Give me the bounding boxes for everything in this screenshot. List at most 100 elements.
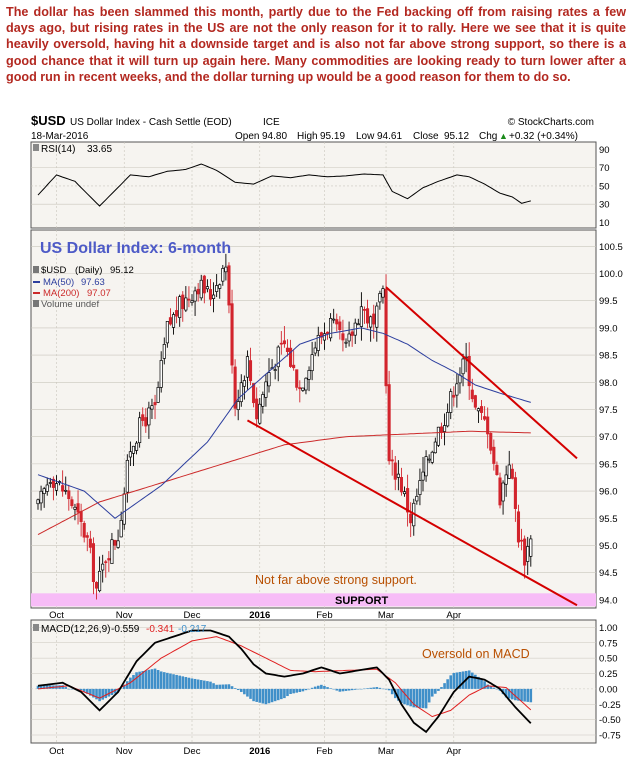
macd-hist-bar <box>36 685 40 689</box>
candle-body <box>316 334 320 351</box>
date-tick-label: 2016 <box>249 610 270 621</box>
macd-hist-bar <box>483 681 486 689</box>
candle-body <box>138 417 142 444</box>
macd-hist-bar <box>470 672 474 689</box>
macd-hist-bar <box>492 687 496 689</box>
ohlc-high-value: 95.19 <box>320 131 345 142</box>
candle-body <box>513 477 517 509</box>
macd-hist-bar <box>437 688 440 691</box>
macd-hist-bar <box>286 688 289 697</box>
candle-body <box>215 285 219 292</box>
date-tick-label: Dec <box>184 610 201 621</box>
macd-hist-bar <box>495 688 499 690</box>
macd-hist-bar <box>206 681 209 689</box>
candle-body <box>436 426 440 446</box>
candle-body <box>76 503 80 513</box>
candle-body <box>289 347 293 367</box>
date-tick-label: Feb <box>316 746 332 757</box>
macd-hist-bar <box>360 688 363 690</box>
macd-hist-bar <box>477 676 480 689</box>
macd-hist-bar <box>196 679 200 689</box>
macd-hist-bar <box>212 683 215 689</box>
candle-body <box>387 384 391 462</box>
macd-hist-bar <box>298 688 302 693</box>
macd-hist-bar <box>273 688 277 702</box>
macd-line <box>37 629 532 734</box>
rsi-panel-frame <box>30 141 597 229</box>
macd-hist-bar <box>98 688 101 702</box>
macd-hist-bar <box>42 685 46 689</box>
macd-hist-bar <box>227 684 231 689</box>
macd-hist-bar <box>434 688 437 694</box>
candle-body <box>258 403 262 424</box>
macd-tick-label: 0.00 <box>599 684 618 695</box>
macd-hist-bar <box>384 688 388 690</box>
candle-body <box>335 319 339 325</box>
candle-body <box>276 346 280 368</box>
macd-hist-bar <box>178 675 181 689</box>
macd-hist-bar <box>310 687 314 689</box>
macd-hist-bar <box>341 688 345 692</box>
price-panel-title: US Dollar Index: 6-month <box>40 240 231 257</box>
macd-hist-bar <box>126 681 129 689</box>
index-name: US Dollar Index - Cash Settle (EOD) <box>70 117 232 128</box>
candle-body <box>396 473 400 478</box>
ma50-line <box>37 327 531 519</box>
rsi-tick-label: 10 <box>599 218 610 229</box>
macd-hist-bar <box>421 688 425 709</box>
candle-body <box>245 356 249 378</box>
macd-legend-swatch <box>33 624 39 631</box>
macd-hist-bar <box>270 688 274 703</box>
macd-hist-bar <box>326 687 329 689</box>
candle-body <box>255 398 259 420</box>
macd-hist-bar <box>215 684 218 689</box>
candle-body <box>399 477 403 493</box>
macd-hist-bar <box>132 674 135 689</box>
macd-hist-bar <box>350 688 354 691</box>
chart-date: 18-Mar-2016 <box>31 131 89 142</box>
candle-body <box>329 318 333 339</box>
macd-hist-bar <box>70 688 74 690</box>
macd-tick-label: -0.75 <box>599 731 621 742</box>
candle-body <box>406 488 410 513</box>
candle-body <box>199 279 203 299</box>
candle-body <box>476 408 480 412</box>
commentary-paragraph: The dollar has been slammed this month, … <box>6 5 626 84</box>
rsi-legend-swatch <box>33 144 39 151</box>
candle-body <box>479 406 484 413</box>
candle-body <box>446 411 450 427</box>
candle-body <box>242 380 246 387</box>
date-tick-label: Dec <box>184 746 201 757</box>
candle-body <box>51 478 55 488</box>
macd-hist-bar <box>239 688 243 692</box>
candle-body <box>218 284 222 289</box>
macd-hist-bar <box>427 688 431 703</box>
candle-body <box>375 305 379 328</box>
price-tick-label: 95.5 <box>599 514 618 525</box>
macd-hist-bar <box>316 685 320 689</box>
candle-body <box>171 314 176 328</box>
candle-body <box>227 265 231 306</box>
macd-hist-bar <box>276 688 280 701</box>
macd-hist-bar <box>353 688 357 690</box>
macd-hist-bar <box>144 670 148 689</box>
candle-body <box>67 490 71 500</box>
macd-hist-bar <box>295 688 299 693</box>
candle-body <box>248 360 253 382</box>
candle-body <box>184 297 188 311</box>
macd-hist-bar <box>122 684 126 689</box>
candle-body <box>39 490 43 504</box>
exchange-label: ICE <box>263 117 280 128</box>
rsi-panel: RSI(14) 33.65 90 70 50 30 10 <box>30 141 610 229</box>
price-tick-label: 100.0 <box>599 269 623 280</box>
candle-body <box>344 341 348 344</box>
candle-body <box>473 395 477 408</box>
macd-hist-bar <box>511 688 514 700</box>
support-band <box>31 593 596 607</box>
macd-hist-bar <box>64 687 68 689</box>
candle-body <box>208 289 213 300</box>
price-tick-label: 98.0 <box>599 378 618 389</box>
macd-hist-bar <box>85 688 89 694</box>
macd-hist-bar <box>412 688 416 708</box>
macd-tick-label: 0.75 <box>599 638 618 649</box>
